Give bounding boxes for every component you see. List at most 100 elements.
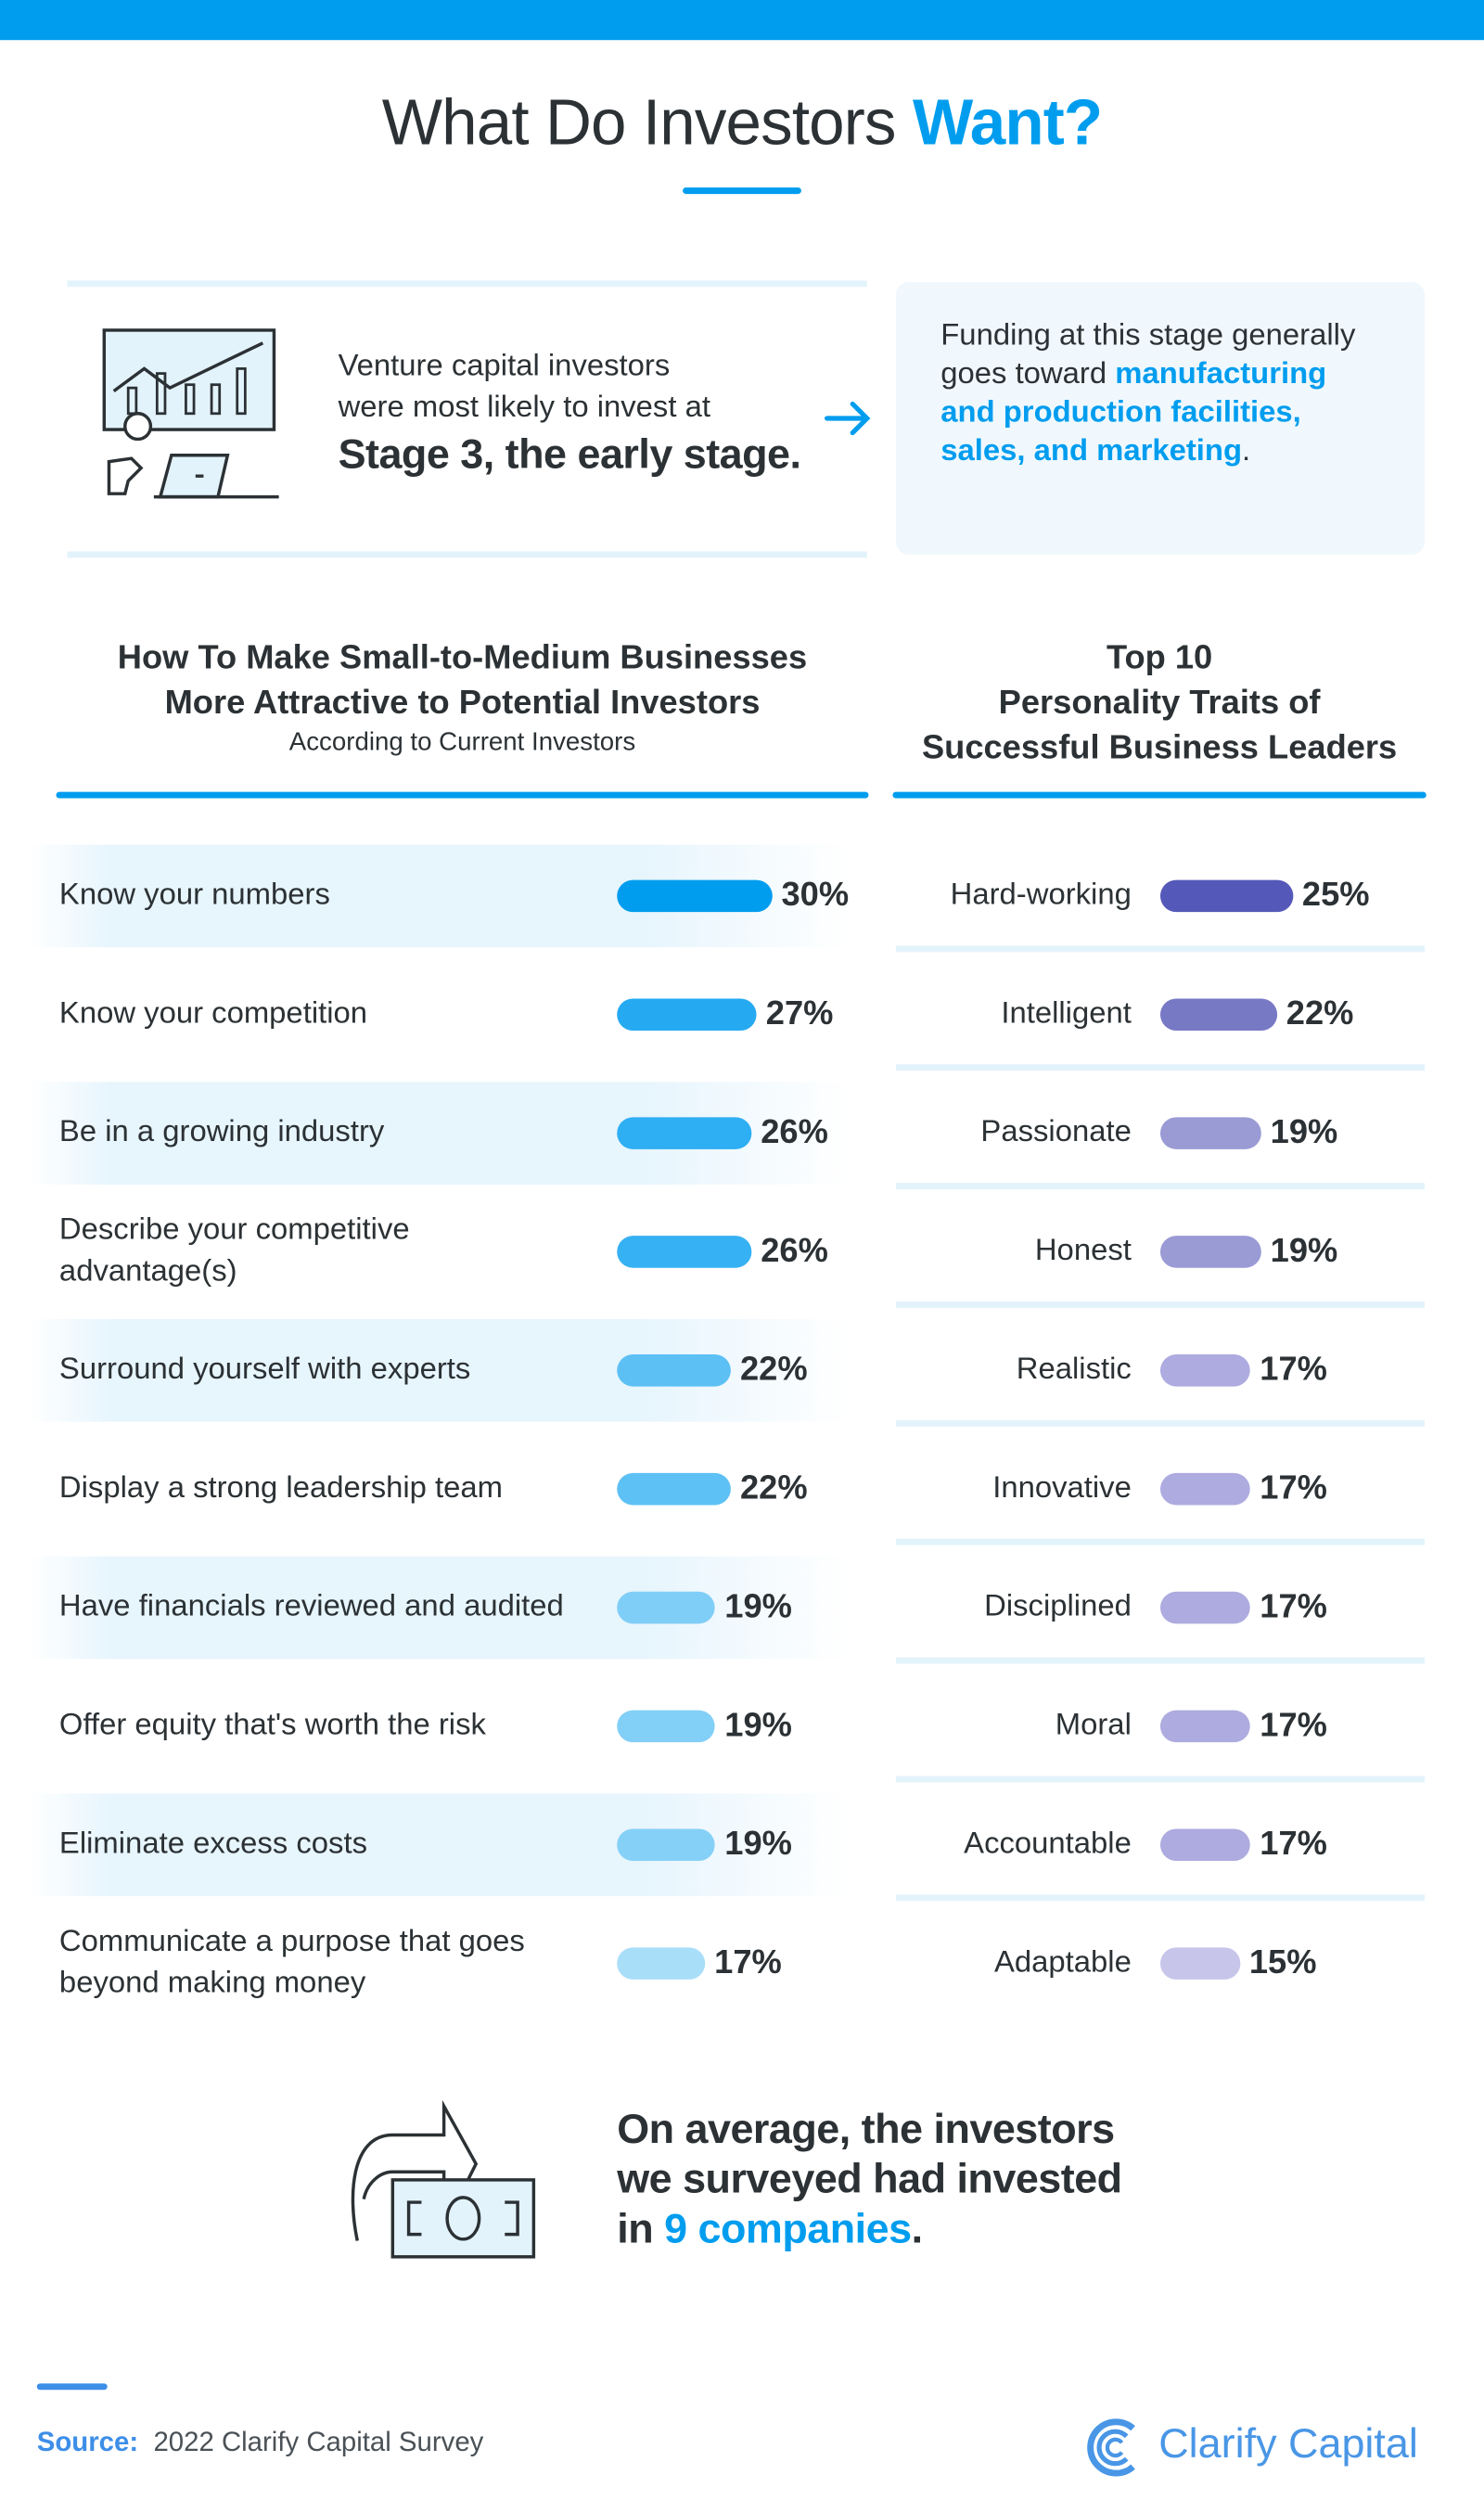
bar <box>617 998 757 1032</box>
value-label: 22% <box>1286 995 1354 1032</box>
title-underline <box>683 187 801 195</box>
category-label: Display a strong leadership team <box>58 1471 504 1506</box>
intro-text: Venture capital investors were most like… <box>338 349 801 478</box>
bar <box>1159 1236 1261 1268</box>
divider <box>67 551 867 558</box>
bar <box>617 1354 731 1387</box>
category-label: Know your competition <box>58 996 368 1032</box>
value-label: 19% <box>1270 1113 1338 1151</box>
money-transfer-icon <box>351 2099 536 2259</box>
category-label: Describe your competitive advantage(s) <box>58 1212 410 1289</box>
right-chart-header: Top 10 Personality Traits of Successful … <box>921 639 1398 766</box>
value-label: 22% <box>739 1351 808 1389</box>
bar <box>1159 1117 1261 1149</box>
right-chart-row: Adaptable 15% <box>896 1912 1425 2015</box>
category-label: Eliminate excess costs <box>58 1827 368 1862</box>
right-chart-row: Disciplined 17% <box>895 1557 1426 1664</box>
value-label: 17% <box>1260 1707 1327 1744</box>
category-label: Passionate <box>980 1115 1132 1149</box>
category-label: Innovative <box>992 1471 1132 1506</box>
value-label: 26% <box>761 1113 828 1151</box>
value-label: 22% <box>739 1469 808 1507</box>
bar <box>617 879 773 913</box>
left-chart-row: Offer equity that's worth the risk 19% <box>29 1675 850 1778</box>
right-chart-row: Realistic 17% <box>895 1319 1426 1427</box>
bar <box>617 1472 731 1506</box>
right-chart-row: Innovative 17% <box>895 1438 1426 1545</box>
bar <box>1159 1947 1240 1980</box>
left-chart-row: Be in a growing industry 26% <box>29 1082 850 1185</box>
brand-name: Clarify Capital <box>1158 2418 1418 2468</box>
left-chart-row: Describe your competitive advantage(s) 26… <box>29 1200 850 1303</box>
category-label: Have financials reviewed and audited <box>58 1590 564 1624</box>
category-label: Accountable <box>964 1827 1132 1862</box>
category-label: Realistic <box>1016 1353 1132 1387</box>
category-label: Know your numbers <box>58 878 330 913</box>
category-label: Moral <box>1055 1708 1132 1743</box>
value-label: 17% <box>714 1943 782 1981</box>
row-divider <box>895 1064 1426 1071</box>
page-title: What Do Investors Want? <box>381 88 1103 160</box>
category-label: Hard-working <box>950 878 1132 913</box>
funding-callout: Funding at this stage generally goes tow… <box>895 282 1426 555</box>
left-chart-row: Communicate a purpose that goes beyond m… <box>29 1912 850 2015</box>
left-chart-row: Know your competition 27% <box>29 963 850 1066</box>
bar <box>617 1591 715 1624</box>
value-label: 25% <box>1301 877 1370 914</box>
category-label: Honest <box>1034 1234 1132 1268</box>
bar <box>617 1947 705 1980</box>
row-divider <box>895 1657 1426 1664</box>
right-chart-row: Passionate 19% <box>895 1082 1426 1190</box>
value-label: 17% <box>1260 1469 1327 1507</box>
row-divider <box>895 1419 1426 1427</box>
value-label: 17% <box>1260 1351 1327 1389</box>
value-label: 19% <box>724 1707 792 1744</box>
value-label: 17% <box>1260 1826 1327 1863</box>
right-chart-row: Hard-working 25% <box>895 845 1426 953</box>
left-header-underline <box>56 791 869 799</box>
value-label: 27% <box>765 995 834 1032</box>
presentation-chart-icon <box>102 328 279 499</box>
value-label: 19% <box>724 1588 792 1626</box>
bar <box>1159 1828 1250 1862</box>
right-chart-row: Moral 17% <box>895 1675 1426 1783</box>
footer-accent <box>36 2383 108 2391</box>
bar <box>1159 1710 1250 1743</box>
bar <box>1159 879 1293 913</box>
category-label: Be in a growing industry <box>58 1115 385 1149</box>
bar <box>617 1828 715 1862</box>
right-chart-row: Honest 19% <box>895 1200 1426 1308</box>
value-label: 17% <box>1260 1588 1327 1626</box>
left-chart-row: Have financials reviewed and audited 19% <box>29 1556 850 1660</box>
category-label: Offer equity that's worth the risk <box>58 1708 486 1743</box>
value-label: 19% <box>1270 1232 1338 1270</box>
row-divider <box>895 1301 1426 1308</box>
category-label: Communicate a purpose that goes beyond m… <box>58 1925 525 2001</box>
average-companies-stat: On average, the investors we surveyed ha… <box>617 2104 1122 2252</box>
bar <box>1159 998 1277 1032</box>
source-note: Source: 2022 Clarify Capital Survey <box>36 2426 484 2457</box>
row-divider <box>895 1183 1426 1190</box>
left-chart-header: How To Make Small-to-Medium Businesses M… <box>117 639 808 757</box>
bar <box>617 1236 751 1268</box>
clarify-capital-logo-icon <box>1087 2418 1135 2477</box>
left-chart-row: Know your numbers 30% <box>29 844 850 948</box>
left-chart-row: Surround yourself with experts 22% <box>29 1319 850 1422</box>
value-label: 30% <box>781 877 850 914</box>
value-label: 15% <box>1248 1943 1317 1981</box>
left-chart-row: Eliminate excess costs 19% <box>29 1793 850 1897</box>
bar <box>1159 1591 1250 1624</box>
top-accent-bar <box>0 0 1484 41</box>
row-divider <box>895 1894 1426 1902</box>
bar <box>1159 1472 1250 1506</box>
left-chart-row: Display a strong leadership team 22% <box>29 1438 850 1541</box>
divider <box>67 280 867 288</box>
category-label: Disciplined <box>984 1590 1132 1624</box>
row-divider <box>895 1538 1426 1545</box>
row-divider <box>895 1776 1426 1783</box>
category-label: Surround yourself with experts <box>58 1353 471 1387</box>
right-chart-row: Accountable 17% <box>895 1793 1426 1902</box>
value-label: 26% <box>761 1232 828 1270</box>
category-label: Intelligent <box>1001 996 1132 1032</box>
arrow-right-icon <box>824 401 871 436</box>
